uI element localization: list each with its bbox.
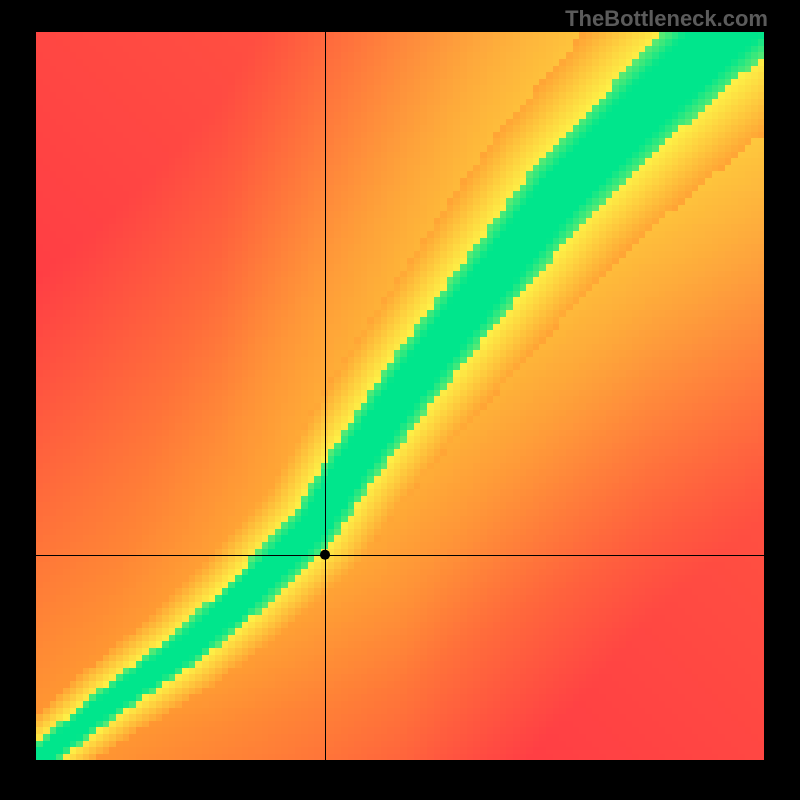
heatmap-canvas bbox=[36, 32, 764, 760]
watermark-text: TheBottleneck.com bbox=[565, 6, 768, 32]
plot-area bbox=[36, 32, 764, 760]
chart-container: TheBottleneck.com bbox=[0, 0, 800, 800]
